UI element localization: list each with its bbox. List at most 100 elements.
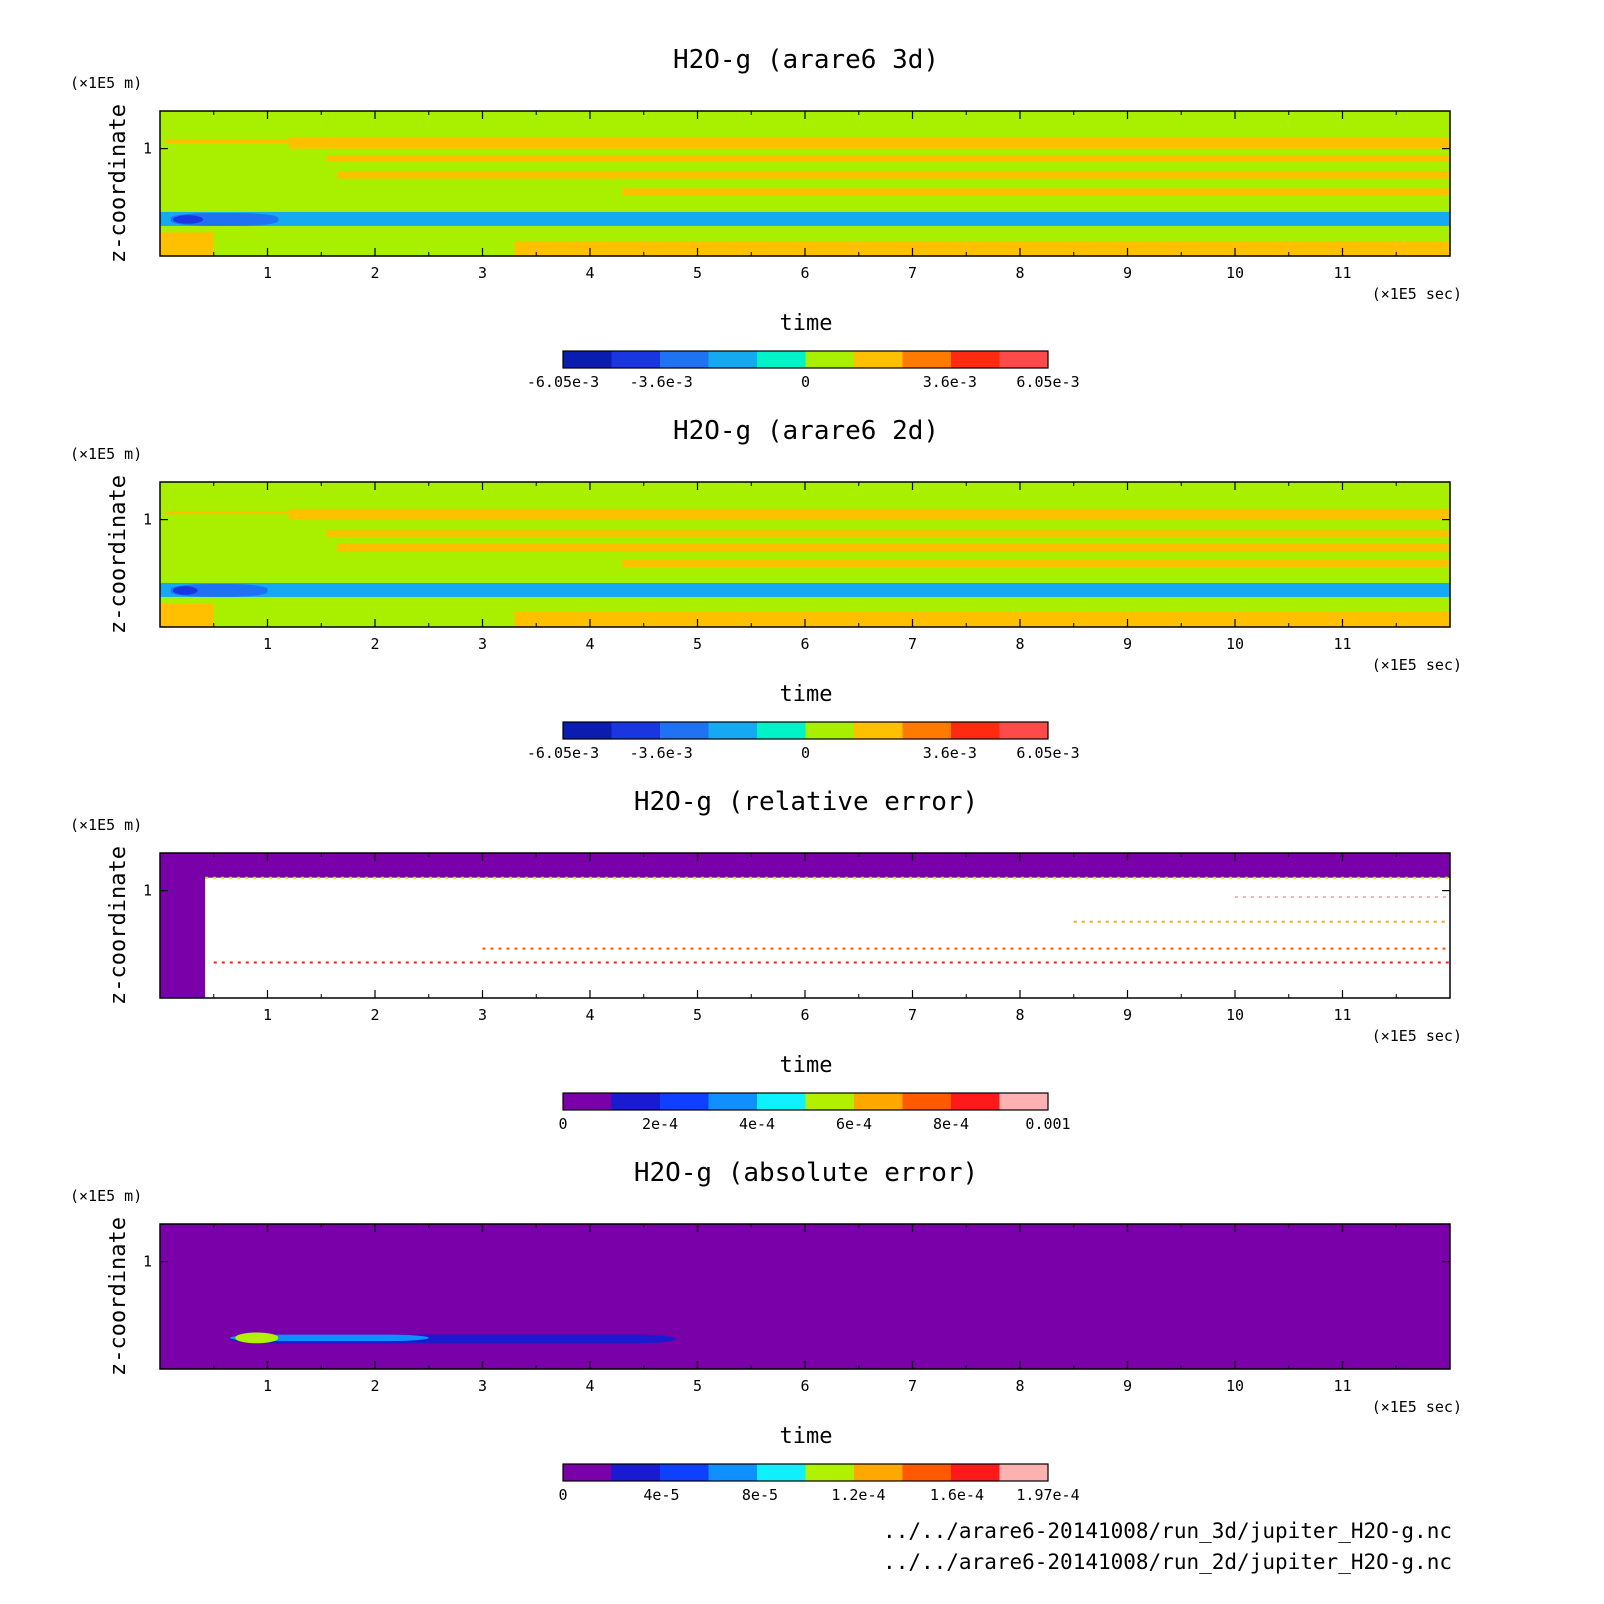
chart-panel-2: H2O-g (arare6 2d) (×1E5 m) z-coordinate 1 2 3… [70, 416, 1462, 762]
colorbar-segment [563, 722, 612, 739]
colorbar-tick-label: 3.6e-3 [923, 744, 977, 762]
x-tick-label: 1 [263, 1377, 272, 1395]
y-unit-label: (×1E5 m) [70, 816, 142, 834]
chart-title: H2O-g (arare6 2d) [673, 416, 939, 446]
colorbar-frame [562, 350, 1049, 369]
colorbar-segment [757, 351, 806, 368]
colorbar-tick-label: 2e-4 [642, 1115, 678, 1133]
colorbar-segment [563, 1464, 612, 1481]
x-tick-label: 7 [908, 1006, 917, 1024]
x-tick-label: 8 [1015, 264, 1024, 282]
colorbar-frame [562, 721, 1049, 740]
x-tick-label: 3 [478, 1377, 487, 1395]
y-unit-label: (×1E5 m) [70, 74, 142, 92]
x-unit-label: (×1E5 sec) [1372, 285, 1462, 303]
colorbar-frame [562, 1463, 1049, 1482]
x-tick-label: 4 [585, 264, 594, 282]
heatmap-blob [172, 586, 198, 595]
y-tick-label: 1 [143, 1253, 152, 1271]
x-tick-label: 11 [1333, 264, 1351, 282]
x-tick-label: 1 [263, 264, 272, 282]
x-tick-label: 8 [1015, 635, 1024, 653]
heatmap-band [514, 611, 1450, 627]
x-tick-label: 6 [800, 1377, 809, 1395]
x-unit-label: (×1E5 sec) [1372, 1398, 1462, 1416]
colorbar-segment [902, 722, 952, 739]
colorbar-segment [563, 351, 612, 368]
colorbar-segment [805, 722, 855, 739]
colorbar-tick-label: -6.05e-3 [527, 744, 599, 762]
x-tick-label: 6 [800, 264, 809, 282]
x-tick-label: 11 [1333, 1377, 1351, 1395]
y-unit-label: (×1E5 m) [70, 1187, 142, 1205]
x-axis-label: time [780, 1053, 833, 1078]
y-axis-label: z-coordinate [106, 104, 131, 263]
chart-panel-3: H2O-g (relative error) (×1E5 m) z-coordina… [70, 787, 1462, 1133]
colorbar-segment [708, 351, 758, 368]
x-tick-label: 6 [800, 635, 809, 653]
x-tick-label: 9 [1123, 264, 1132, 282]
x-tick-label: 3 [478, 635, 487, 653]
colorbar-tick-label: 0.001 [1025, 1115, 1070, 1133]
x-tick-label: 4 [585, 1377, 594, 1395]
chart-title: H2O-g (absolute error) [634, 1158, 978, 1188]
chart-title: H2O-g (relative error) [634, 787, 978, 817]
colorbar-segment [951, 722, 1000, 739]
heatmap-blank [205, 877, 1450, 998]
x-tick-label: 4 [585, 1006, 594, 1024]
x-tick-label: 2 [370, 635, 379, 653]
x-unit-label: (×1E5 sec) [1372, 656, 1462, 674]
colorbar-segment [999, 1464, 1049, 1481]
colorbar-segment [563, 1093, 612, 1110]
heatmap-background [160, 1224, 1450, 1369]
colorbar-tick-label: 6.05e-3 [1016, 744, 1079, 762]
colorbar-tick-label: 0 [801, 373, 810, 391]
heatmap-band [289, 137, 1450, 149]
heatmap-band [160, 582, 1450, 597]
x-tick-label: 8 [1015, 1006, 1024, 1024]
colorbar-tick-label: 8e-5 [742, 1486, 778, 1504]
colorbar-tick-label: 8e-4 [933, 1115, 969, 1133]
x-tick-label: 11 [1333, 635, 1351, 653]
chart-title: H2O-g (arare6 3d) [673, 45, 939, 75]
colorbar-segment [708, 1464, 758, 1481]
colorbar-segment [999, 722, 1049, 739]
colorbar-tick-label: 4e-5 [643, 1486, 679, 1504]
colorbar-tick-label: -3.6e-3 [630, 373, 693, 391]
x-tick-label: 9 [1123, 1377, 1132, 1395]
heatmap-band [165, 511, 289, 515]
colorbar-segment [611, 722, 661, 739]
x-unit-label: (×1E5 sec) [1372, 1027, 1462, 1045]
heatmap-band [514, 240, 1450, 256]
colorbar-tick-label: 0 [558, 1486, 567, 1504]
colorbar-tick-label: 0 [558, 1115, 567, 1133]
x-tick-label: 4 [585, 635, 594, 653]
x-tick-label: 5 [693, 264, 702, 282]
colorbar-segment [854, 351, 903, 368]
heatmap-blob [170, 584, 268, 597]
x-axis-label: time [780, 311, 833, 336]
y-unit-label: (×1E5 m) [70, 445, 142, 463]
colorbar-segment [757, 722, 806, 739]
colorbar-segment [951, 1464, 1000, 1481]
x-tick-label: 10 [1226, 1377, 1244, 1395]
heatmap-band [326, 155, 1450, 162]
heatmap-band [160, 603, 214, 627]
heatmap-band [622, 188, 1450, 196]
heatmap-band [160, 211, 1450, 226]
y-tick-label: 1 [143, 140, 152, 158]
x-tick-label: 5 [693, 635, 702, 653]
colorbar-segment [854, 1464, 903, 1481]
colorbar-segment [660, 351, 709, 368]
heatmap-band [289, 508, 1450, 520]
colorbar-segment [660, 722, 709, 739]
colorbar-segment [805, 1093, 855, 1110]
x-tick-label: 1 [263, 1006, 272, 1024]
y-tick-label: 1 [143, 882, 152, 900]
colorbar-tick-label: 6e-4 [836, 1115, 872, 1133]
chart-panel-4: H2O-g (absolute error) (×1E5 m) z-coordina… [70, 1158, 1462, 1504]
heatmap-band [165, 140, 289, 144]
x-tick-label: 2 [370, 264, 379, 282]
colorbar-tick-label: 1.6e-4 [930, 1486, 984, 1504]
